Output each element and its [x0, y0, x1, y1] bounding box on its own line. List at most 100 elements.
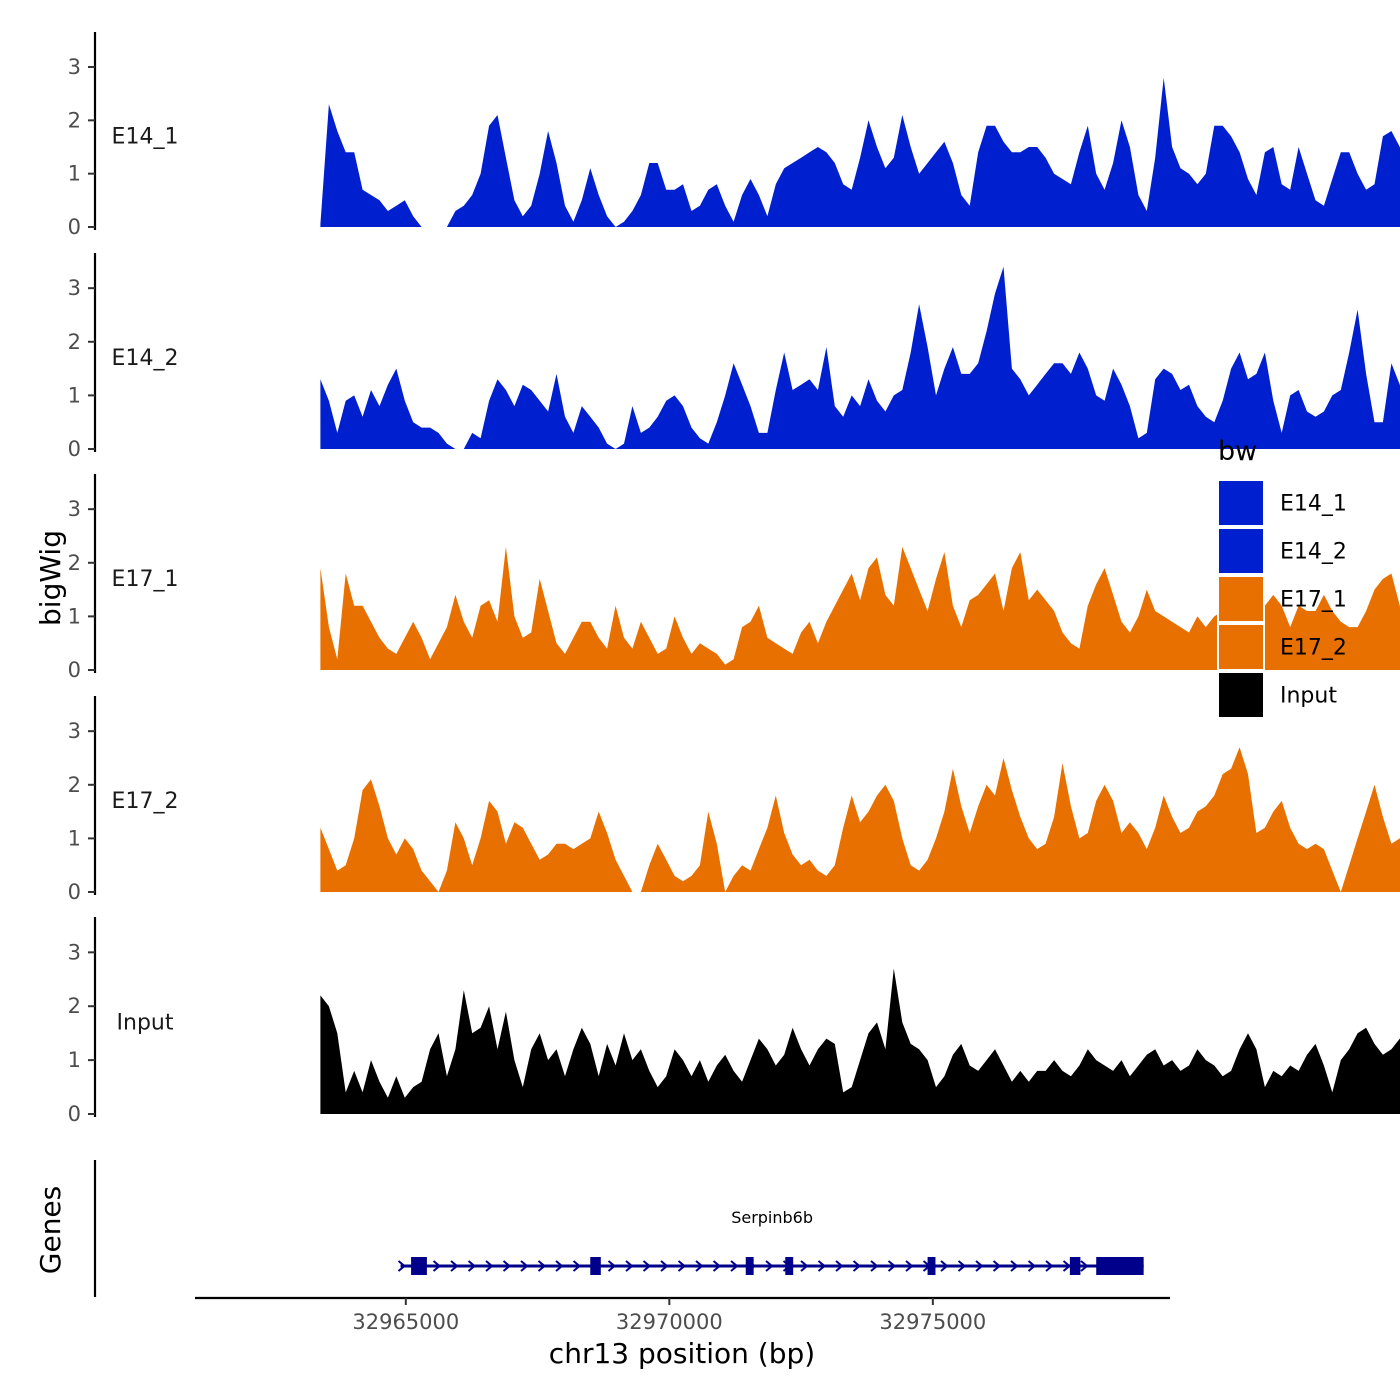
legend: bw E14_1 E14_2 E17_1 E17_2 Input — [1217, 436, 1347, 719]
legend-label-e14-2: E14_2 — [1280, 540, 1347, 565]
strand-arrow — [467, 1260, 477, 1272]
y-tick-label-e17-1-0: 0 — [68, 658, 81, 682]
x-tick-label-32975000: 32975000 — [879, 1310, 986, 1334]
strand-arrow — [905, 1260, 914, 1272]
gene-track: Genes Serpinb6b — [34, 1160, 1144, 1297]
strand-arrow — [1010, 1260, 1019, 1272]
strand-arrow — [817, 1260, 827, 1272]
strand-arrow — [642, 1260, 652, 1272]
track-label-input: Input — [117, 1010, 174, 1035]
strand-arrow — [502, 1260, 512, 1272]
legend-label-input: Input — [1280, 684, 1337, 709]
y-tick-label-e17-1-3: 3 — [68, 497, 81, 521]
track-e14-1: 0 1 2 3 E14_1 — [68, 32, 1400, 239]
strand-arrow — [1080, 1260, 1089, 1272]
exon-3 — [745, 1257, 754, 1275]
y-tick-label-e14-2-2: 2 — [68, 330, 81, 354]
y-tick-label-e14-1-1: 1 — [68, 162, 81, 186]
y-tick-label-e14-1-0: 0 — [68, 215, 81, 239]
coverage-area-e14-1 — [320, 77, 1400, 227]
x-tick-label-32970000: 32970000 — [616, 1310, 723, 1334]
legend-swatch-input — [1217, 671, 1265, 719]
legend-title: bw — [1218, 436, 1257, 467]
coverage-area-e17-2 — [320, 747, 1400, 892]
strand-arrow — [625, 1260, 634, 1272]
exon-2 — [590, 1257, 601, 1275]
y-tick-label-e17-2-3: 3 — [68, 719, 81, 743]
exon-7 — [1096, 1257, 1144, 1275]
strand-arrow — [712, 1260, 722, 1272]
strand-arrow — [887, 1260, 897, 1272]
y-tick-label-e17-1-2: 2 — [68, 551, 81, 575]
y-tick-label-input-0: 0 — [68, 1102, 81, 1126]
strand-arrow — [450, 1260, 459, 1272]
y-tick-label-input-3: 3 — [68, 940, 81, 964]
strand-arrow — [485, 1260, 494, 1272]
y-tick-label-e14-2-0: 0 — [68, 437, 81, 461]
legend-entry-e17-2: E17_2 — [1217, 623, 1347, 671]
strand-arrow — [975, 1260, 984, 1272]
strand-arrow — [660, 1260, 669, 1272]
strand-arrow — [835, 1260, 844, 1272]
strand-arrow — [1027, 1260, 1037, 1272]
strand-arrow — [957, 1260, 967, 1272]
legend-swatch-e17-2 — [1217, 623, 1265, 671]
legend-entry-input: Input — [1217, 671, 1337, 719]
strand-arrow — [607, 1260, 617, 1272]
strand-arrow — [940, 1260, 949, 1272]
exon-6 — [1069, 1257, 1081, 1275]
strand-arrow — [852, 1260, 862, 1272]
track-e17-1: 0 1 2 3 E17_1 — [68, 474, 1400, 682]
track-e14-2: 0 1 2 3 E14_2 — [68, 253, 1400, 461]
y-tick-label-e17-2-1: 1 — [68, 826, 81, 850]
y-tick-label-e14-2-3: 3 — [68, 276, 81, 300]
exon-5 — [927, 1257, 936, 1275]
track-label-e14-1: E14_1 — [112, 124, 179, 149]
y-tick-label-input-1: 1 — [68, 1048, 81, 1072]
y-axis-title: bigWig — [34, 530, 67, 626]
strand-arrow — [870, 1260, 879, 1272]
strand-arrow — [992, 1260, 1002, 1272]
gene-label-serpinb6b: Serpinb6b — [731, 1208, 813, 1227]
x-tick-label-32965000: 32965000 — [352, 1310, 459, 1334]
legend-swatch-e17-1 — [1217, 575, 1265, 623]
strand-arrow — [677, 1260, 687, 1272]
strand-arrow — [730, 1260, 739, 1272]
legend-label-e17-1: E17_1 — [1280, 588, 1347, 613]
track-label-e17-1: E17_1 — [112, 567, 179, 592]
strand-arrow — [695, 1260, 704, 1272]
y-tick-label-e17-2-2: 2 — [68, 773, 81, 797]
y-tick-label-e17-2-0: 0 — [68, 880, 81, 904]
exon-1 — [411, 1257, 427, 1275]
y-tick-label-e14-2-1: 1 — [68, 383, 81, 407]
strand-arrow — [1062, 1260, 1072, 1272]
coverage-area-input — [320, 968, 1400, 1114]
strand-arrow — [555, 1260, 564, 1272]
coverage-area-e17-1 — [320, 546, 1400, 670]
legend-label-e17-2: E17_2 — [1280, 636, 1347, 661]
gene-serpinb6b: Serpinb6b — [397, 1208, 1144, 1275]
strand-arrow — [800, 1260, 809, 1272]
strand-arrow — [1045, 1260, 1054, 1272]
track-e17-2: 0 1 2 3 E17_2 — [68, 696, 1400, 904]
x-axis-title: chr13 position (bp) — [549, 1337, 815, 1370]
coverage-area-e14-2 — [320, 266, 1400, 449]
y-tick-label-e14-1-2: 2 — [68, 108, 81, 132]
y-tick-label-e14-1-3: 3 — [68, 55, 81, 79]
legend-entry-e17-1: E17_1 — [1217, 575, 1347, 623]
strand-arrow — [537, 1260, 547, 1272]
legend-swatch-e14-1 — [1217, 479, 1265, 527]
coverage-tracks: 0 1 2 3 E14_1 0 1 2 3 E14_2 0 1 2 3 E17_1 0 1 2 3 E17_2 0 1 2 3… — [68, 32, 1400, 1126]
track-label-e17-2: E17_2 — [112, 789, 179, 814]
track-label-e14-2: E14_2 — [112, 346, 179, 371]
gene-track-label: Genes — [34, 1186, 67, 1274]
strand-arrow — [397, 1260, 407, 1272]
legend-entry-e14-1: E14_1 — [1217, 479, 1347, 527]
y-tick-label-input-2: 2 — [68, 994, 81, 1018]
legend-swatch-e14-2 — [1217, 527, 1265, 575]
strand-arrow — [432, 1260, 442, 1272]
legend-label-e14-1: E14_1 — [1280, 492, 1347, 517]
strand-arrow — [765, 1260, 774, 1272]
x-axis: chr13 position (bp) 32965000 32970000 3297… — [195, 1296, 1170, 1370]
